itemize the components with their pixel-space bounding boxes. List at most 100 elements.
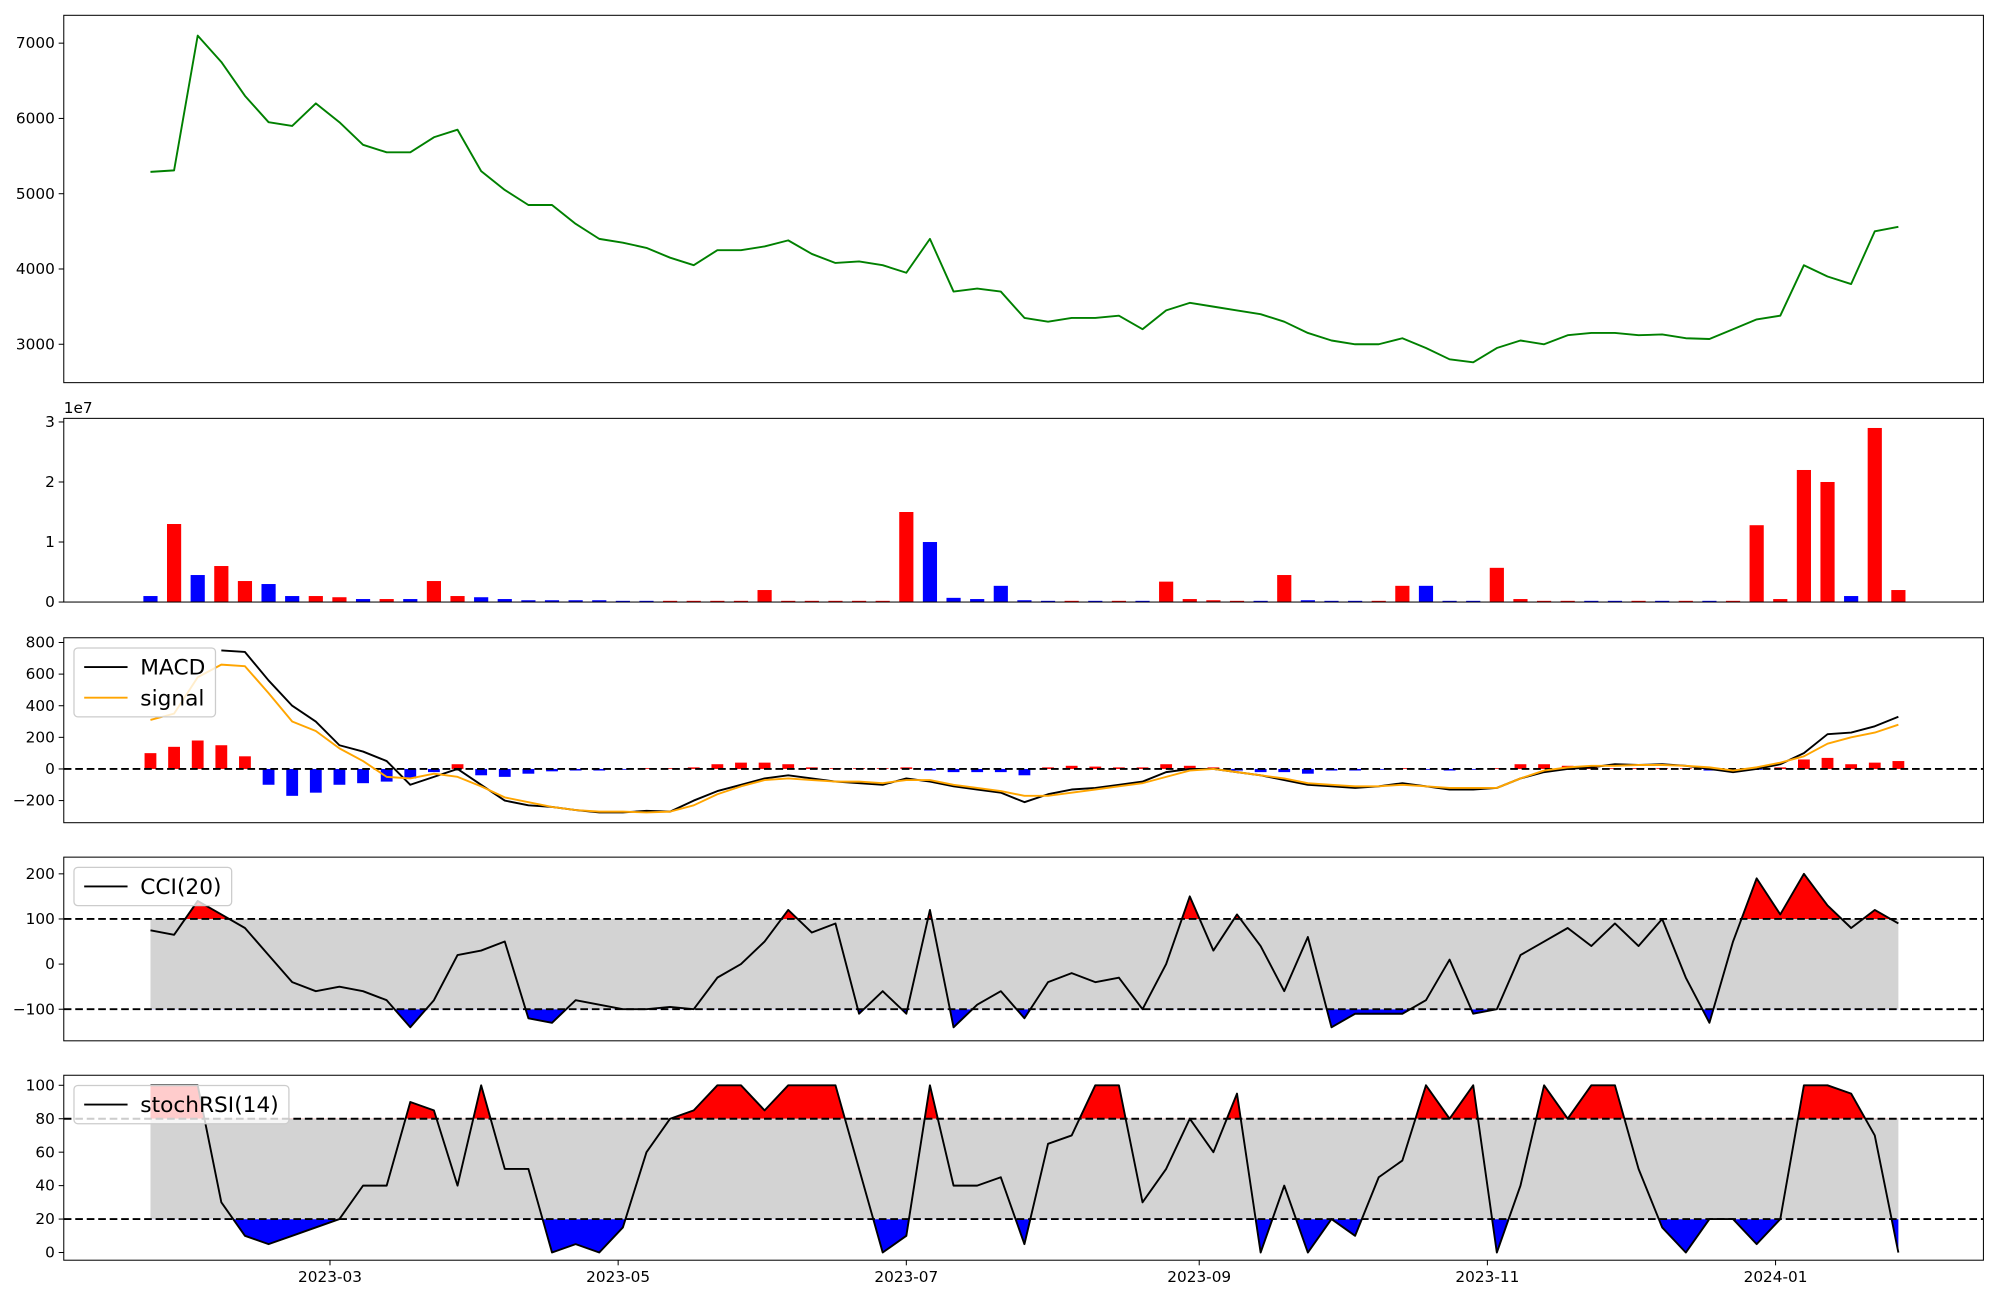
y-tick-label: 100 — [26, 1076, 55, 1094]
legend-label: CCI(20) — [140, 875, 221, 900]
y-tick-label: 600 — [26, 665, 55, 683]
y-tick-label: 0 — [45, 955, 55, 973]
histogram-bar — [1113, 767, 1125, 769]
histogram-bar — [711, 764, 724, 769]
line — [150, 34, 1899, 364]
neutral-band — [150, 918, 1899, 1010]
x-tick-label: 2023-03 — [298, 1268, 362, 1286]
histogram-bar — [286, 768, 299, 796]
y-tick-label: 5000 — [16, 185, 55, 203]
panel: 3000 4000 5000 6000 7000 — [16, 14, 1984, 384]
volume-bar — [851, 600, 867, 603]
legend-box — [73, 866, 233, 907]
histogram-bar — [1254, 768, 1267, 773]
y-tick-label: 4000 — [16, 260, 55, 278]
volume-bar — [615, 600, 630, 603]
histogram-bar — [1301, 768, 1314, 774]
panel: −200 0 200 400 600 800 MACD signal — [13, 634, 1984, 824]
volume-bar — [1348, 600, 1363, 603]
histogram-bar — [309, 768, 322, 793]
volume-bar — [899, 512, 914, 603]
volume-bar — [1867, 427, 1882, 603]
histogram-bar — [191, 740, 204, 769]
y-tick-label: 20 — [35, 1210, 54, 1228]
volume-bar — [946, 597, 961, 603]
y-tick-label: 0 — [45, 1244, 55, 1262]
fill-above — [150, 1085, 1866, 1119]
histogram-bar — [404, 768, 417, 779]
volume-bar — [166, 524, 182, 603]
volume-bar — [1324, 600, 1339, 603]
histogram-bar — [428, 768, 440, 773]
histogram-bar — [1065, 765, 1078, 769]
panel: −100 0 100 200 CCI(20) — [13, 856, 1984, 1042]
x-tick-label: 2023-07 — [874, 1268, 938, 1286]
volume-bar — [190, 575, 205, 603]
y-tick-label: 0 — [45, 593, 55, 611]
volume-bar — [308, 596, 323, 603]
panel-frame — [63, 856, 1984, 1042]
volume-bar — [1135, 600, 1150, 603]
volume-bar — [1513, 599, 1528, 603]
y-tick-label: 100 — [26, 910, 55, 928]
volume-bar — [1253, 600, 1268, 603]
histogram-bar — [758, 762, 771, 769]
histogram-bar — [144, 753, 157, 769]
volume-bar — [355, 599, 371, 603]
legend-label: stochRSI(14) — [140, 1093, 278, 1118]
volume-bar — [1111, 600, 1126, 603]
volume-bar — [1655, 600, 1670, 603]
volume-bar — [1702, 600, 1717, 603]
volume-bar — [1844, 596, 1859, 603]
volume-bar — [1678, 600, 1693, 603]
volume-bar — [875, 600, 890, 603]
histogram-bar — [475, 768, 488, 776]
neutral-band — [150, 1118, 1899, 1220]
volume-bar — [1371, 600, 1386, 603]
panel: 0 20 40 60 80 100 stochRSI(14) 2023-03 2023-05 20… — [26, 1074, 1984, 1286]
volume-bar — [214, 566, 229, 603]
histogram-bar — [1160, 764, 1173, 769]
x-tick-label: 2023-11 — [1455, 1268, 1519, 1286]
volume-bar — [403, 599, 418, 603]
legend-box — [73, 647, 217, 718]
y-tick-label: 3000 — [16, 335, 55, 353]
volume-bar — [639, 600, 654, 603]
histogram-bar — [357, 768, 369, 784]
volume-bar — [1584, 600, 1599, 603]
volume-bar — [285, 596, 300, 603]
plot-area — [143, 427, 1906, 603]
volume-bar — [970, 599, 985, 603]
volume-bar — [1182, 599, 1197, 603]
histogram-bar — [1845, 764, 1858, 769]
plot-area — [63, 649, 1984, 814]
x-tick-label: 2023-09 — [1167, 1268, 1231, 1286]
histogram-bar — [1278, 768, 1291, 773]
histogram-bar — [640, 768, 653, 769]
histogram-bar — [947, 768, 960, 773]
volume-bar — [497, 599, 512, 603]
histogram-bar — [546, 768, 558, 772]
volume-bar — [379, 599, 394, 603]
volume-bar — [1607, 600, 1623, 603]
histogram-bar — [333, 768, 346, 785]
volume-bar — [426, 581, 441, 603]
volume-bar — [1418, 585, 1434, 603]
volume-bar — [922, 542, 938, 603]
line — [150, 663, 1899, 814]
volume-bar — [261, 584, 276, 603]
volume-bar — [1536, 600, 1552, 603]
histogram-bar — [1514, 764, 1527, 769]
histogram-bar — [1042, 767, 1054, 769]
y-tick-label: 400 — [26, 697, 55, 715]
volume-bar — [733, 600, 749, 603]
histogram-bar — [239, 756, 251, 769]
volume-bar — [1395, 585, 1410, 603]
volume-bar — [1017, 600, 1032, 603]
histogram-bar — [1797, 759, 1810, 769]
volume-bar — [544, 600, 560, 603]
histogram-bar — [616, 768, 629, 770]
volume-bar — [592, 600, 607, 603]
histogram-bar — [1892, 761, 1905, 769]
volume-bar — [710, 600, 725, 603]
